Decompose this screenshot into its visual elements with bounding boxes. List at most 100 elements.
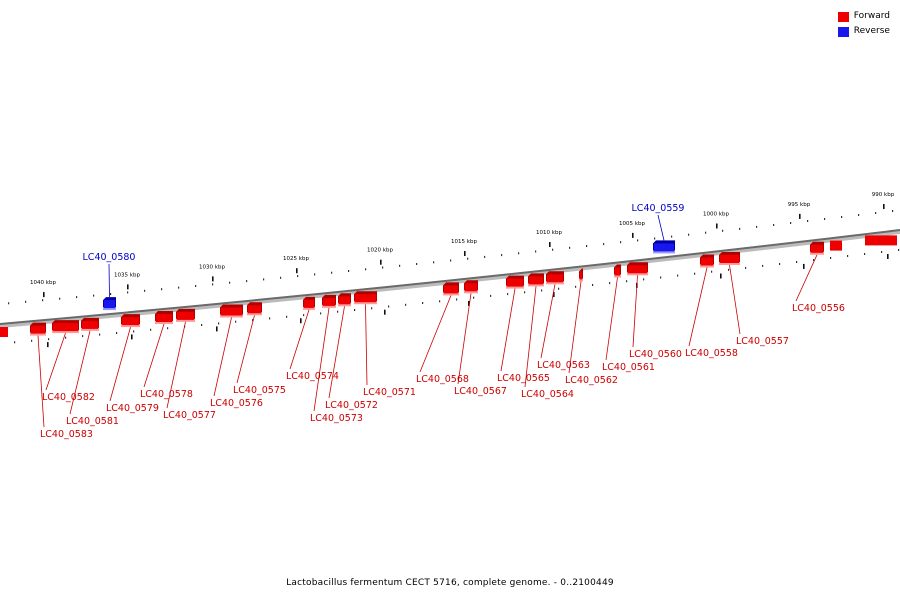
gene-label[interactable]: LC40_0581 [66, 416, 119, 427]
legend-reverse[interactable]: Reverse [837, 24, 890, 39]
gene-label[interactable]: LC40_0560 [629, 349, 682, 360]
tick-label: 1025 kbp [283, 256, 309, 262]
minor-dot [898, 249, 900, 251]
major-tick [883, 204, 885, 209]
gene-label[interactable]: LC40_0561 [602, 362, 655, 373]
gene-feature[interactable] [103, 297, 116, 311]
gene-feature[interactable] [700, 254, 714, 268]
minor-dot [518, 252, 520, 255]
minor-dot [490, 294, 492, 297]
gene-feature[interactable] [443, 282, 459, 296]
gene-label[interactable]: LC40_0562 [565, 375, 618, 386]
gene-face [177, 311, 194, 320]
gene-label[interactable]: LC40_0557 [736, 336, 789, 347]
minor-dot [569, 246, 571, 249]
gene-feature[interactable] [528, 273, 544, 287]
gene-face [580, 271, 582, 280]
minor-dot [286, 315, 288, 318]
gene-feature[interactable] [121, 314, 140, 328]
minor-dot [637, 239, 639, 242]
gene-label[interactable]: LC40_0568 [416, 374, 469, 385]
gene-label[interactable]: LC40_0579 [106, 403, 159, 414]
label-leader-lines [37, 214, 818, 428]
gene-label[interactable]: LC40_0582 [42, 392, 95, 403]
minor-dot [195, 285, 197, 287]
gene-label[interactable]: LC40_0564 [521, 389, 574, 400]
gene-feature[interactable] [155, 311, 173, 324]
gene-label[interactable]: LC40_0558 [685, 348, 738, 359]
gene-label[interactable]: LC40_0565 [497, 373, 550, 384]
minor-dot [422, 302, 424, 304]
gene-face [444, 285, 458, 294]
major-tick [549, 242, 551, 247]
gene-feature[interactable] [627, 262, 648, 276]
minor-dot [144, 289, 146, 292]
leader-line [568, 281, 582, 374]
gene-feature[interactable] [579, 268, 583, 282]
gene-feature[interactable] [81, 317, 99, 331]
minor-dot [416, 263, 418, 265]
gene-label[interactable]: LC40_0576 [210, 398, 263, 409]
gene-feature[interactable] [810, 241, 824, 255]
gene-face [156, 314, 172, 322]
minor-dot [354, 309, 356, 311]
legend-forward[interactable]: Forward [837, 9, 890, 24]
gene-feature[interactable] [220, 304, 243, 318]
minor-dot [756, 225, 758, 228]
gene-feature[interactable] [464, 280, 478, 294]
gene-label[interactable]: LC40_0567 [454, 386, 507, 397]
minor-dot [875, 212, 877, 214]
gene-label[interactable]: LC40_0578 [140, 389, 193, 400]
gene-feature[interactable] [354, 291, 377, 305]
minor-tick-dots [8, 210, 900, 344]
gene-feature[interactable] [719, 252, 740, 265]
minor-dot [864, 253, 866, 255]
gene-features[interactable] [0, 235, 897, 337]
tick-label: 990 kbp [872, 192, 895, 198]
minor-dot [42, 299, 44, 302]
gene-label[interactable]: LC40_0574 [286, 371, 339, 382]
gene-feature[interactable] [338, 293, 351, 307]
gene-feature[interactable] [176, 308, 195, 322]
gene-label[interactable]: LC40_0571 [363, 387, 416, 398]
minor-dot [790, 222, 792, 224]
gene-feature[interactable] [322, 294, 336, 308]
minor-dot [688, 233, 690, 236]
gene-label[interactable]: LC40_0563 [537, 360, 590, 371]
gene-label[interactable]: LC40_0573 [310, 413, 363, 424]
leader-line [729, 264, 741, 335]
leader-line [328, 306, 345, 399]
gene-feature[interactable] [52, 320, 79, 334]
gene-feature[interactable] [303, 296, 315, 310]
minor-dot [450, 259, 452, 262]
minor-dot [762, 264, 764, 267]
gene-label[interactable]: LC40_0575 [233, 385, 286, 396]
gene-feature[interactable] [546, 271, 564, 285]
minor-dot [609, 282, 611, 285]
minor-dot [65, 336, 67, 339]
gene-feature[interactable] [653, 240, 675, 254]
gene-feature[interactable] [614, 264, 621, 278]
gene-labels[interactable]: LC40_0583 LC40_0582 LC40_0581 LC40_0580 LC40… [40, 203, 845, 440]
minor-dot [365, 268, 367, 271]
gene-feature[interactable] [506, 275, 524, 289]
gene-label[interactable]: LC40_0559 [632, 203, 685, 214]
gene-label[interactable]: LC40_0556 [792, 303, 845, 314]
minor-dot [348, 270, 350, 272]
minor-dot [728, 268, 730, 271]
tick-label: 1010 kbp [536, 230, 562, 236]
gene-label[interactable]: LC40_0577 [163, 410, 216, 421]
gene-face [628, 265, 647, 274]
gene-label[interactable]: LC40_0572 [325, 400, 378, 411]
forward-swatch [837, 11, 849, 22]
major-tick [296, 268, 298, 274]
gene-label[interactable]: LC40_0580 [83, 252, 136, 263]
gene-label[interactable]: LC40_0583 [40, 429, 93, 440]
gene-feature-clipped-right [865, 235, 897, 246]
leader-line [37, 335, 45, 428]
gene-feature[interactable] [247, 302, 262, 316]
gene-feature[interactable] [30, 322, 46, 336]
leader-line [69, 330, 91, 415]
